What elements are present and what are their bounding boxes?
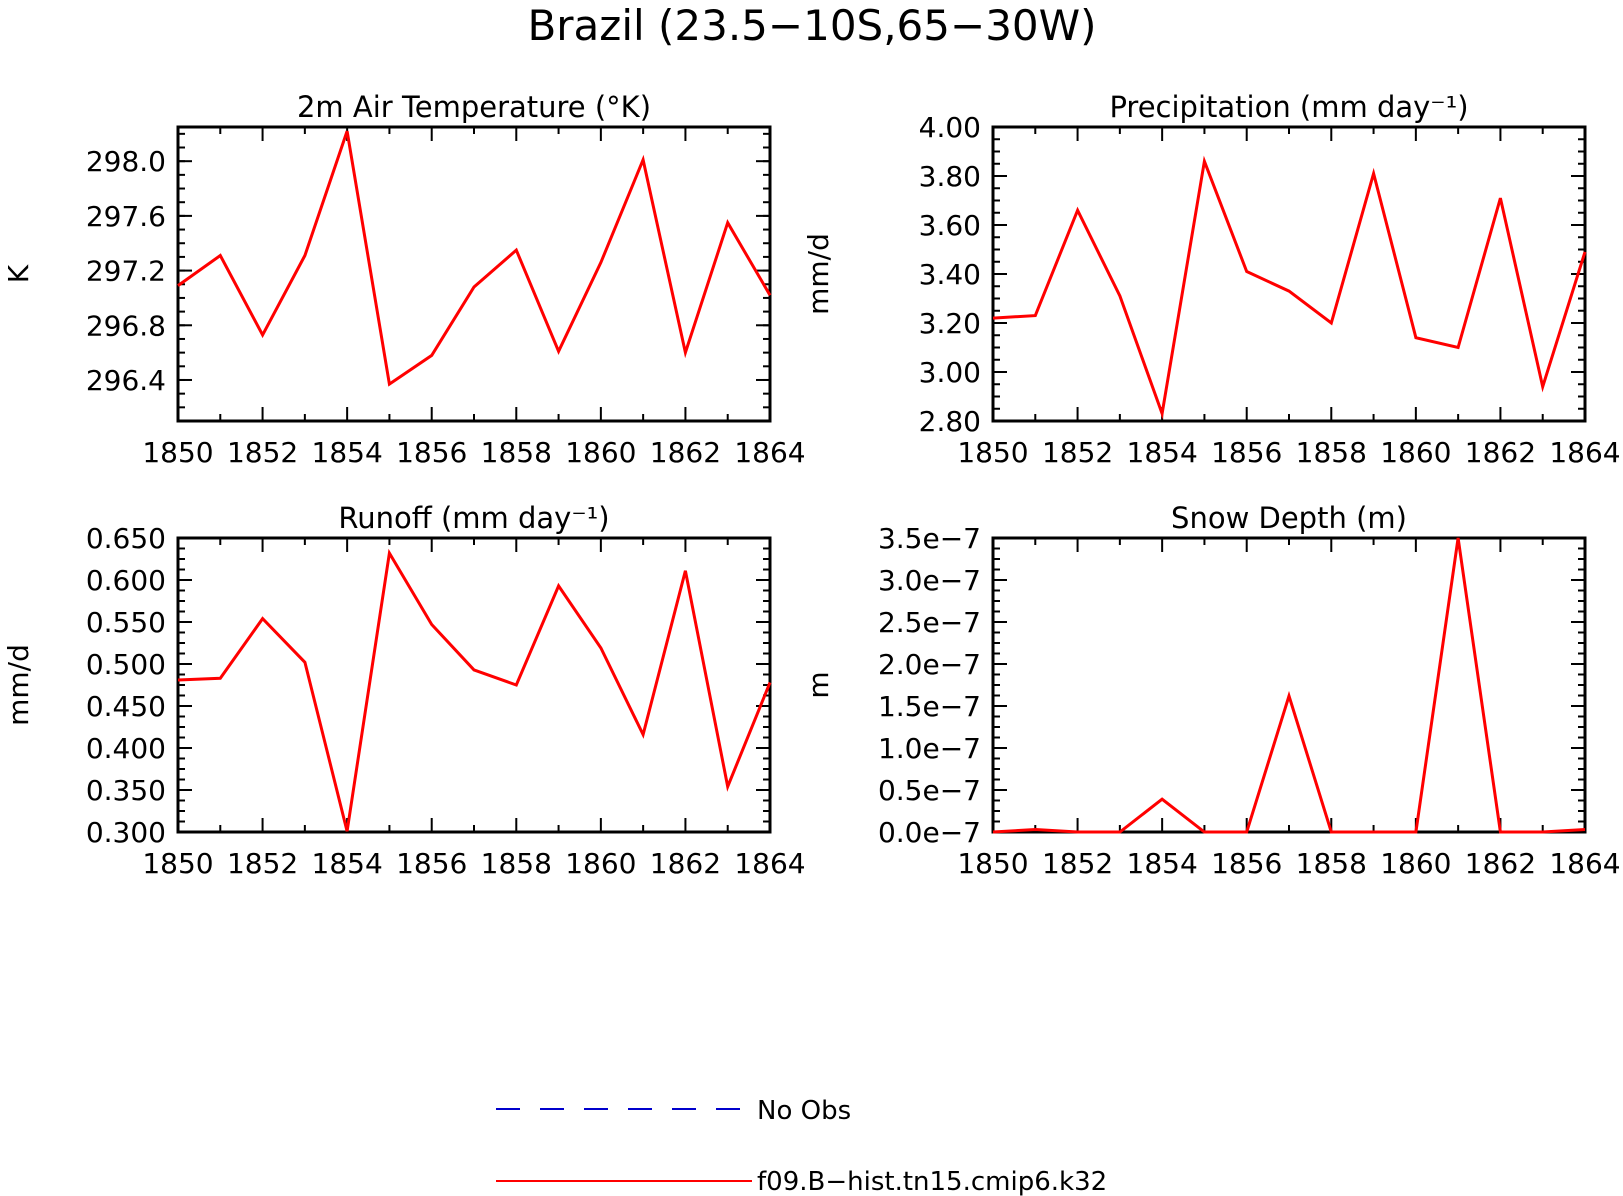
- y-tick-label: 3.60: [919, 209, 981, 242]
- x-tick-label: 1854: [312, 436, 383, 469]
- y-tick-label: 3.0e−7: [878, 564, 981, 597]
- x-tick-label: 1854: [1127, 436, 1198, 469]
- legend-label-model: f09.B−hist.tn15.cmip6.k32: [757, 1167, 1107, 1196]
- x-tick-label: 1856: [1211, 847, 1282, 880]
- x-tick-label: 1852: [227, 847, 298, 880]
- panel-snow-depth: Snow Depth (m) 1850 1852 1854 1856 1858 1860 18…: [802, 501, 1621, 880]
- x-tick-label: 1852: [227, 436, 298, 469]
- panel-title-precipitation: Precipitation (mm day⁻¹): [1109, 90, 1468, 124]
- y-tick-label: 0.550: [86, 606, 166, 639]
- y-tick-label: 0.300: [86, 816, 166, 849]
- x-tick-label: 1856: [396, 847, 467, 880]
- y-tick-label: 2.5e−7: [878, 606, 981, 639]
- x-tick-label: 1858: [481, 847, 552, 880]
- x-tick-label: 1852: [1042, 847, 1113, 880]
- y-tick-label: 1.0e−7: [878, 732, 981, 765]
- y-tick-label: 298.0: [86, 145, 166, 178]
- panel-title-snow-depth: Snow Depth (m): [1171, 501, 1407, 535]
- x-tick-label: 1860: [565, 847, 636, 880]
- plot-frame: [176, 125, 772, 423]
- x-tick-label: 1858: [1296, 436, 1367, 469]
- x-tick-label: 1864: [734, 847, 805, 880]
- figure-title: Brazil (23.5−10S,65−30W): [527, 1, 1096, 50]
- legend-label-no-obs: No Obs: [757, 1096, 851, 1126]
- y-tick-label: 296.4: [86, 364, 166, 397]
- y-tick-label: 0.450: [86, 690, 166, 723]
- y-tick-label: 2.80: [919, 405, 981, 438]
- y-tick-label: 296.8: [86, 309, 166, 342]
- series-line-model: [177, 548, 772, 832]
- panels: 2m Air Temperature (°K) 1850 1852 1854 1856 1…: [2, 90, 1621, 880]
- x-tick-label: 1862: [650, 436, 721, 469]
- y-tick-label: 0.350: [86, 774, 166, 807]
- y-tick-label: 3.00: [919, 356, 981, 389]
- y-tick-label: 3.20: [919, 307, 981, 340]
- x-tick-label: 1862: [1465, 436, 1536, 469]
- legend: No Obs f09.B−hist.tn15.cmip6.k32: [496, 1096, 1107, 1196]
- y-tick-label: 0.650: [86, 522, 166, 555]
- y-axis-label: mm/d: [2, 644, 35, 726]
- x-tick-label: 1864: [1549, 847, 1620, 880]
- series-line-model: [992, 155, 1587, 420]
- panel-title-runoff: Runoff (mm day⁻¹): [338, 501, 609, 535]
- x-tick-label: 1850: [957, 847, 1028, 880]
- x-tick-label: 1850: [142, 847, 213, 880]
- panel-temperature: 2m Air Temperature (°K) 1850 1852 1854 1856 1…: [2, 90, 806, 469]
- x-tick-label: 1864: [734, 436, 805, 469]
- series-line-model: [992, 537, 1586, 834]
- x-tick-label: 1854: [1127, 847, 1198, 880]
- y-tick-label: 0.500: [86, 648, 166, 681]
- series-line-model: [177, 130, 772, 387]
- x-tick-label: 1858: [481, 436, 552, 469]
- y-tick-label: 3.5e−7: [878, 522, 981, 555]
- plot-frame: [991, 125, 1587, 423]
- x-tick-label: 1860: [565, 436, 636, 469]
- x-tick-label: 1858: [1296, 847, 1367, 880]
- y-tick-label: 2.0e−7: [878, 648, 981, 681]
- x-tick-label: 1862: [1465, 847, 1536, 880]
- y-tick-label: 297.2: [86, 255, 166, 288]
- y-tick-label: 297.6: [86, 200, 166, 233]
- x-tick-label: 1862: [650, 847, 721, 880]
- panel-precipitation: Precipitation (mm day⁻¹) 1850 1852 1854 1856…: [802, 90, 1621, 469]
- y-tick-label: 3.80: [919, 160, 981, 193]
- panel-runoff: Runoff (mm day⁻¹) 1850 1852 1854 1856 1858 186…: [2, 501, 806, 880]
- y-tick-label: 0.5e−7: [878, 774, 981, 807]
- y-axis-label: K: [2, 264, 35, 283]
- y-tick-label: 1.5e−7: [878, 690, 981, 723]
- x-tick-label: 1852: [1042, 436, 1113, 469]
- panel-title-temperature: 2m Air Temperature (°K): [297, 90, 651, 124]
- y-tick-label: 0.0e−7: [878, 816, 981, 849]
- x-tick-label: 1856: [1211, 436, 1282, 469]
- x-tick-label: 1860: [1380, 847, 1451, 880]
- x-tick-label: 1850: [142, 436, 213, 469]
- y-tick-label: 0.400: [86, 732, 166, 765]
- x-tick-label: 1856: [396, 436, 467, 469]
- x-tick-label: 1864: [1549, 436, 1620, 469]
- x-tick-label: 1850: [957, 436, 1028, 469]
- x-tick-label: 1854: [312, 847, 383, 880]
- plot-frame: [991, 536, 1587, 834]
- y-tick-label: 3.40: [919, 258, 981, 291]
- y-axis-label: m: [802, 671, 835, 698]
- y-axis-label: mm/d: [802, 233, 835, 315]
- y-tick-label: 4.00: [919, 111, 981, 144]
- y-tick-label: 0.600: [86, 564, 166, 597]
- x-tick-label: 1860: [1380, 436, 1451, 469]
